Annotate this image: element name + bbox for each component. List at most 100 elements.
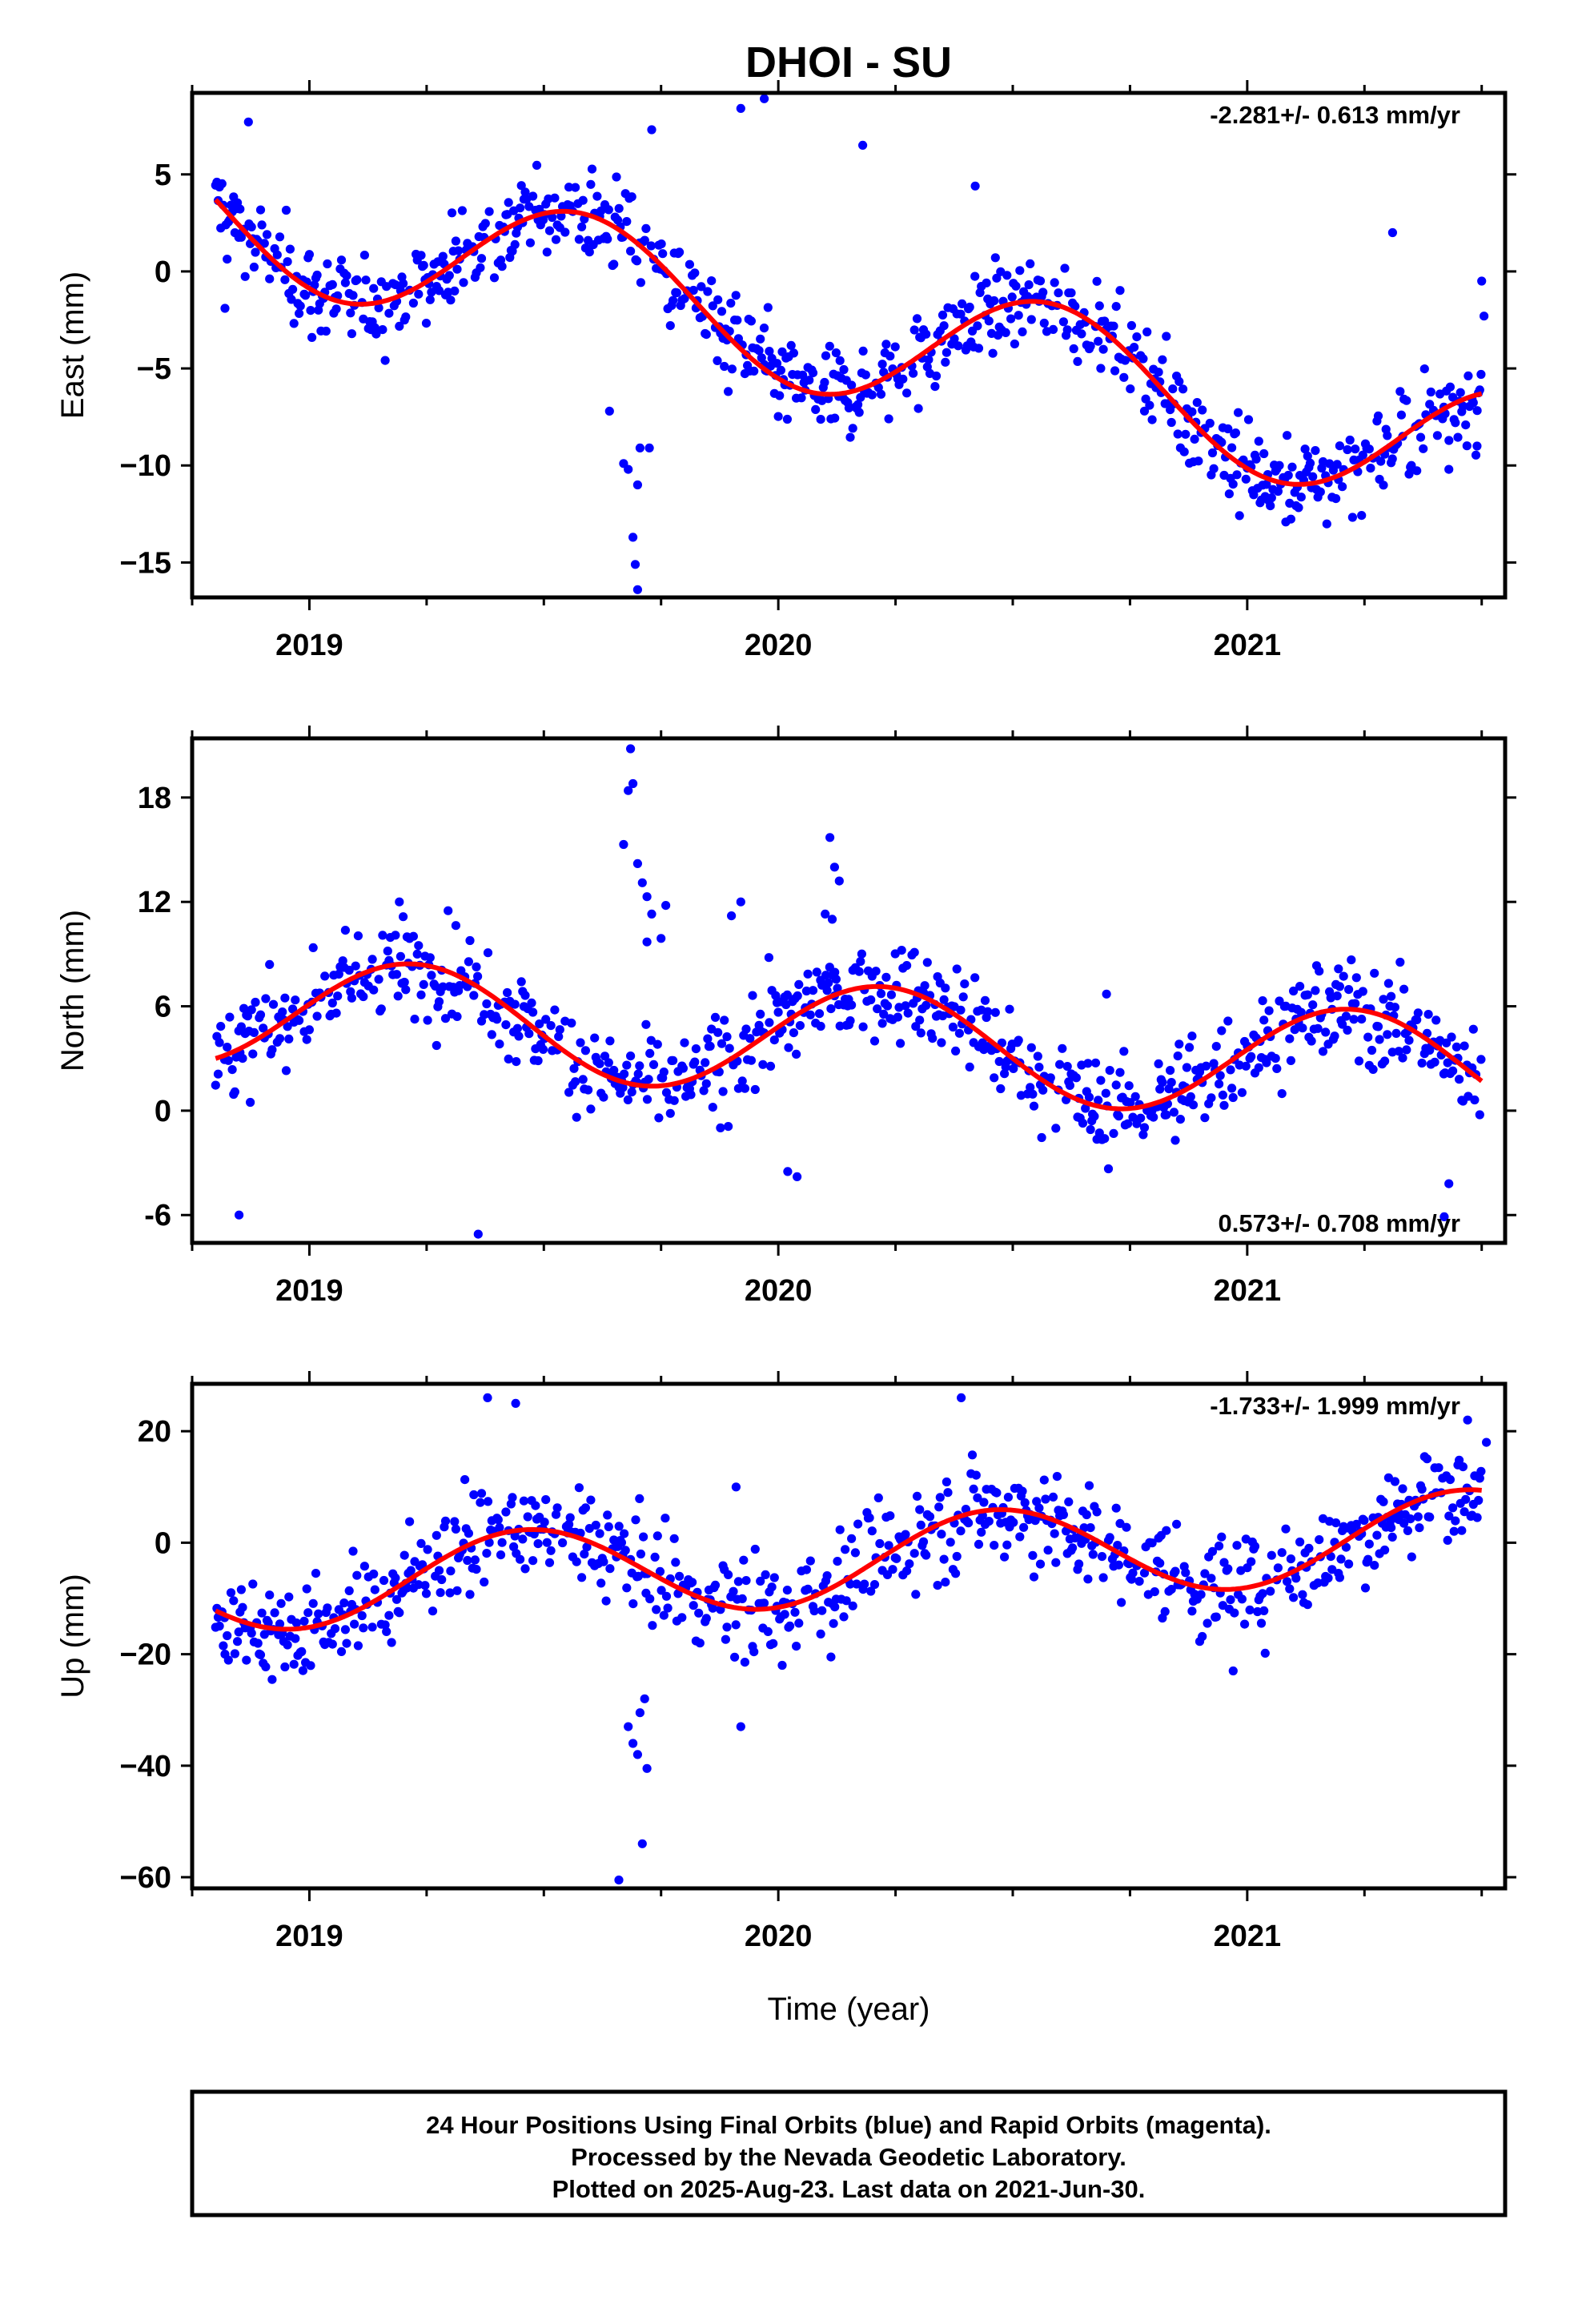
outlier-point — [445, 1588, 455, 1598]
data-point — [440, 1014, 451, 1023]
data-point — [600, 1051, 610, 1061]
data-point — [1179, 447, 1189, 456]
y-tick-label: 6 — [155, 991, 171, 1024]
data-point — [1145, 400, 1154, 410]
data-point — [344, 965, 354, 975]
data-point — [758, 1059, 768, 1069]
y-tick-label: 0 — [155, 255, 171, 289]
data-point — [1398, 1484, 1407, 1494]
data-point — [393, 991, 403, 1001]
data-point — [934, 1502, 944, 1512]
data-point — [729, 1586, 738, 1596]
data-point — [645, 1594, 655, 1604]
data-point — [790, 1607, 800, 1617]
data-point — [247, 222, 256, 231]
data-point — [1363, 1554, 1373, 1564]
y-tick-label: -6 — [144, 1199, 171, 1232]
data-point — [1092, 276, 1102, 286]
data-point — [1058, 317, 1068, 327]
data-point — [555, 1025, 564, 1035]
data-point — [1363, 1032, 1373, 1042]
data-point — [480, 1577, 489, 1587]
data-point — [280, 1662, 290, 1672]
data-point — [730, 1652, 740, 1662]
data-point — [1380, 1545, 1390, 1555]
data-point — [523, 1512, 532, 1522]
data-point — [909, 325, 919, 335]
data-point — [1379, 1497, 1388, 1506]
outlier-point — [635, 443, 645, 453]
data-point — [284, 1034, 294, 1043]
data-point — [1303, 451, 1312, 461]
data-point — [357, 1610, 367, 1621]
data-point — [713, 1027, 723, 1037]
data-point — [236, 1585, 246, 1594]
data-point — [1449, 1526, 1459, 1536]
data-point — [956, 1005, 966, 1015]
data-point — [580, 1550, 589, 1559]
data-point — [451, 236, 461, 246]
data-point — [421, 1589, 432, 1598]
data-point — [472, 1565, 481, 1574]
data-point — [275, 1619, 285, 1629]
data-point — [1395, 387, 1405, 396]
data-point — [406, 1566, 416, 1575]
data-point — [595, 1059, 604, 1068]
data-point — [1422, 1454, 1432, 1464]
data-point — [340, 1625, 350, 1634]
data-point — [746, 316, 757, 326]
data-point — [641, 223, 651, 233]
data-point — [725, 1043, 734, 1053]
chart-title: DHOI - SU — [745, 38, 952, 86]
data-point — [652, 1531, 662, 1541]
data-point — [1001, 328, 1010, 337]
data-point — [1086, 1124, 1095, 1135]
data-point — [672, 288, 682, 298]
data-point — [1245, 1605, 1255, 1614]
data-point — [897, 946, 906, 955]
data-point — [540, 1518, 549, 1527]
data-point — [1336, 1554, 1346, 1564]
data-point — [416, 990, 426, 999]
data-point — [1254, 436, 1263, 446]
data-point — [1101, 1088, 1110, 1098]
data-point — [1015, 266, 1025, 275]
data-point — [656, 1586, 666, 1595]
outlier-point — [793, 1172, 802, 1181]
data-point — [1399, 984, 1409, 994]
data-point — [1120, 356, 1130, 365]
data-point — [690, 1057, 700, 1067]
data-point — [690, 268, 700, 278]
data-point — [1181, 429, 1191, 439]
data-point — [928, 1034, 938, 1043]
data-point — [1448, 1503, 1458, 1513]
data-point — [865, 1513, 874, 1522]
data-point — [1162, 332, 1171, 341]
data-point — [321, 326, 331, 336]
data-point — [1419, 444, 1428, 453]
data-point — [531, 1501, 540, 1510]
data-point — [916, 1520, 926, 1530]
data-point — [950, 334, 959, 344]
panel-2: -6 0 6 12 18 2019 2020 2021 North (mm) 0.573+/- 0… — [55, 726, 1516, 1308]
data-point — [805, 376, 814, 385]
data-point — [391, 1573, 400, 1582]
outlier-point — [628, 1739, 638, 1748]
data-point — [242, 1655, 251, 1665]
data-point — [1387, 1523, 1396, 1533]
data-point — [400, 1550, 409, 1560]
data-point — [432, 1040, 441, 1051]
data-point — [1041, 1494, 1050, 1504]
data-point — [616, 1538, 627, 1547]
data-point — [1286, 514, 1295, 524]
data-point — [423, 1545, 432, 1554]
data-point — [652, 1605, 661, 1614]
data-point — [983, 1007, 993, 1016]
data-point — [641, 1019, 651, 1029]
data-point — [829, 1618, 838, 1628]
data-point — [223, 1043, 232, 1052]
data-point — [905, 1559, 914, 1569]
data-point — [371, 329, 381, 339]
data-point — [348, 1546, 358, 1556]
data-point — [801, 1565, 812, 1574]
